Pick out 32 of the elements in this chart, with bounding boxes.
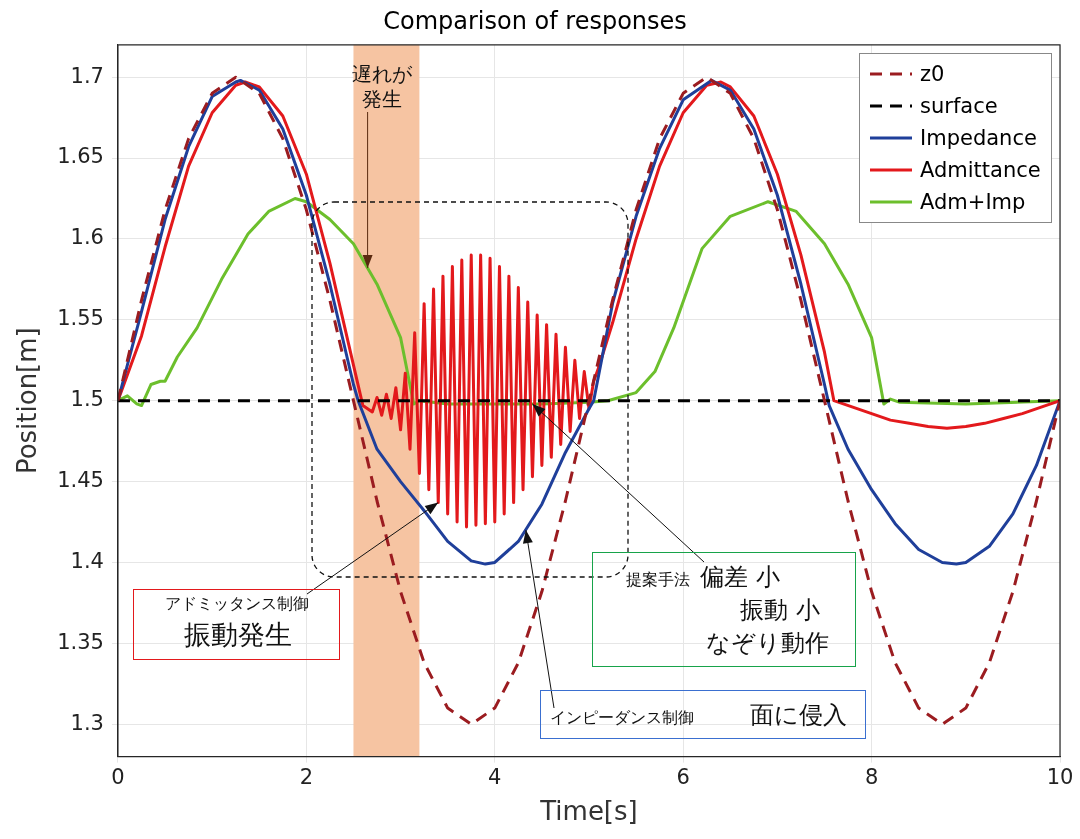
y-tick-label: 1.35: [57, 629, 104, 654]
annotation: インピーダンス制御: [550, 708, 695, 728]
annotation: 面に侵入: [750, 700, 848, 730]
y-tick-label: 1.7: [70, 63, 104, 88]
x-tick-label: 8: [864, 764, 879, 789]
chart-title: Comparison of responses: [383, 6, 687, 35]
y-tick-label: 1.6: [70, 225, 104, 250]
legend-label: Adm+Imp: [920, 189, 1026, 214]
legend-label: surface: [920, 93, 998, 118]
x-tick-label: 4: [488, 764, 502, 789]
y-tick-label: 1.45: [57, 468, 104, 493]
y-tick-label: 1.65: [57, 144, 104, 169]
y-tick-label: 1.5: [70, 387, 104, 412]
legend-label: Admittance: [920, 157, 1041, 182]
legend-label: Impedance: [920, 125, 1037, 150]
legend-label: z0: [920, 61, 945, 86]
x-tick-label: 10: [1046, 764, 1074, 789]
y-tick-label: 1.3: [70, 710, 104, 735]
annotation: アドミッタンス制御: [165, 594, 310, 614]
x-tick-label: 2: [299, 764, 314, 789]
annotation: 振動 小: [740, 595, 821, 625]
annotation: 振動発生: [182, 618, 293, 652]
y-tick-label: 1.4: [70, 548, 104, 573]
x-tick-label: 0: [111, 764, 125, 789]
y-axis-title: Position[m]: [12, 327, 43, 475]
annotation: なぞり動作: [706, 628, 830, 658]
x-tick-label: 6: [676, 764, 690, 789]
x-axis-title: Time[s]: [539, 796, 638, 827]
y-tick-label: 1.55: [57, 306, 104, 331]
annotation: 偏差 小: [700, 562, 781, 592]
annotation: 遅れが発生: [351, 62, 413, 112]
annotation: 提案手法: [626, 570, 690, 589]
